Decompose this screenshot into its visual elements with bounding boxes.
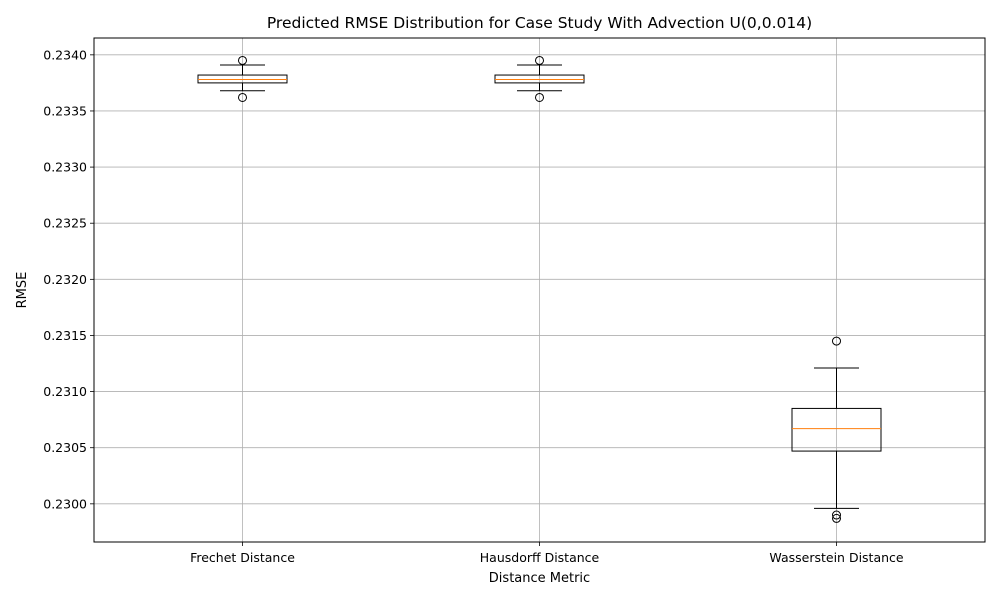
outlier-point [535,92,544,102]
y-tick-label: 0.2335 [43,103,87,118]
iqr-box [197,74,288,84]
y-tick-label: 0.2310 [43,384,87,399]
y-axis-title: RMSE [15,272,30,309]
x-tick-label: Hausdorff Distance [480,550,600,565]
boxes-layer [197,55,882,523]
outlier-point [832,510,841,520]
outlier-point [832,513,841,523]
x-tick-label: Wasserstein Distance [769,550,904,565]
x-axis-title: Distance Metric [489,571,590,586]
outlier-point [832,336,841,346]
outlier-point [238,55,247,65]
box-group [791,336,882,523]
y-tick-label: 0.2300 [43,496,87,511]
axes-layer: 0.2300 0.2305 0.2310 0.2315 0.2320 0.2325 0.23… [43,47,904,565]
box-group [197,55,288,102]
y-tick-label: 0.2325 [43,216,87,231]
outlier-point [238,92,247,102]
y-tick-label: 0.2320 [43,272,87,287]
outlier-point [535,55,544,65]
grid-lines [94,38,985,542]
y-tick-label: 0.2330 [43,160,87,175]
y-tick-label: 0.2305 [43,440,87,455]
chart-title: Predicted RMSE Distribution for Case Stu… [267,14,812,32]
iqr-box [791,407,882,452]
y-tick-label: 0.2315 [43,328,87,343]
x-tick-label: Frechet Distance [190,550,295,565]
box-group [494,55,585,102]
y-tick-label: 0.2340 [43,47,87,62]
iqr-box [494,74,585,84]
